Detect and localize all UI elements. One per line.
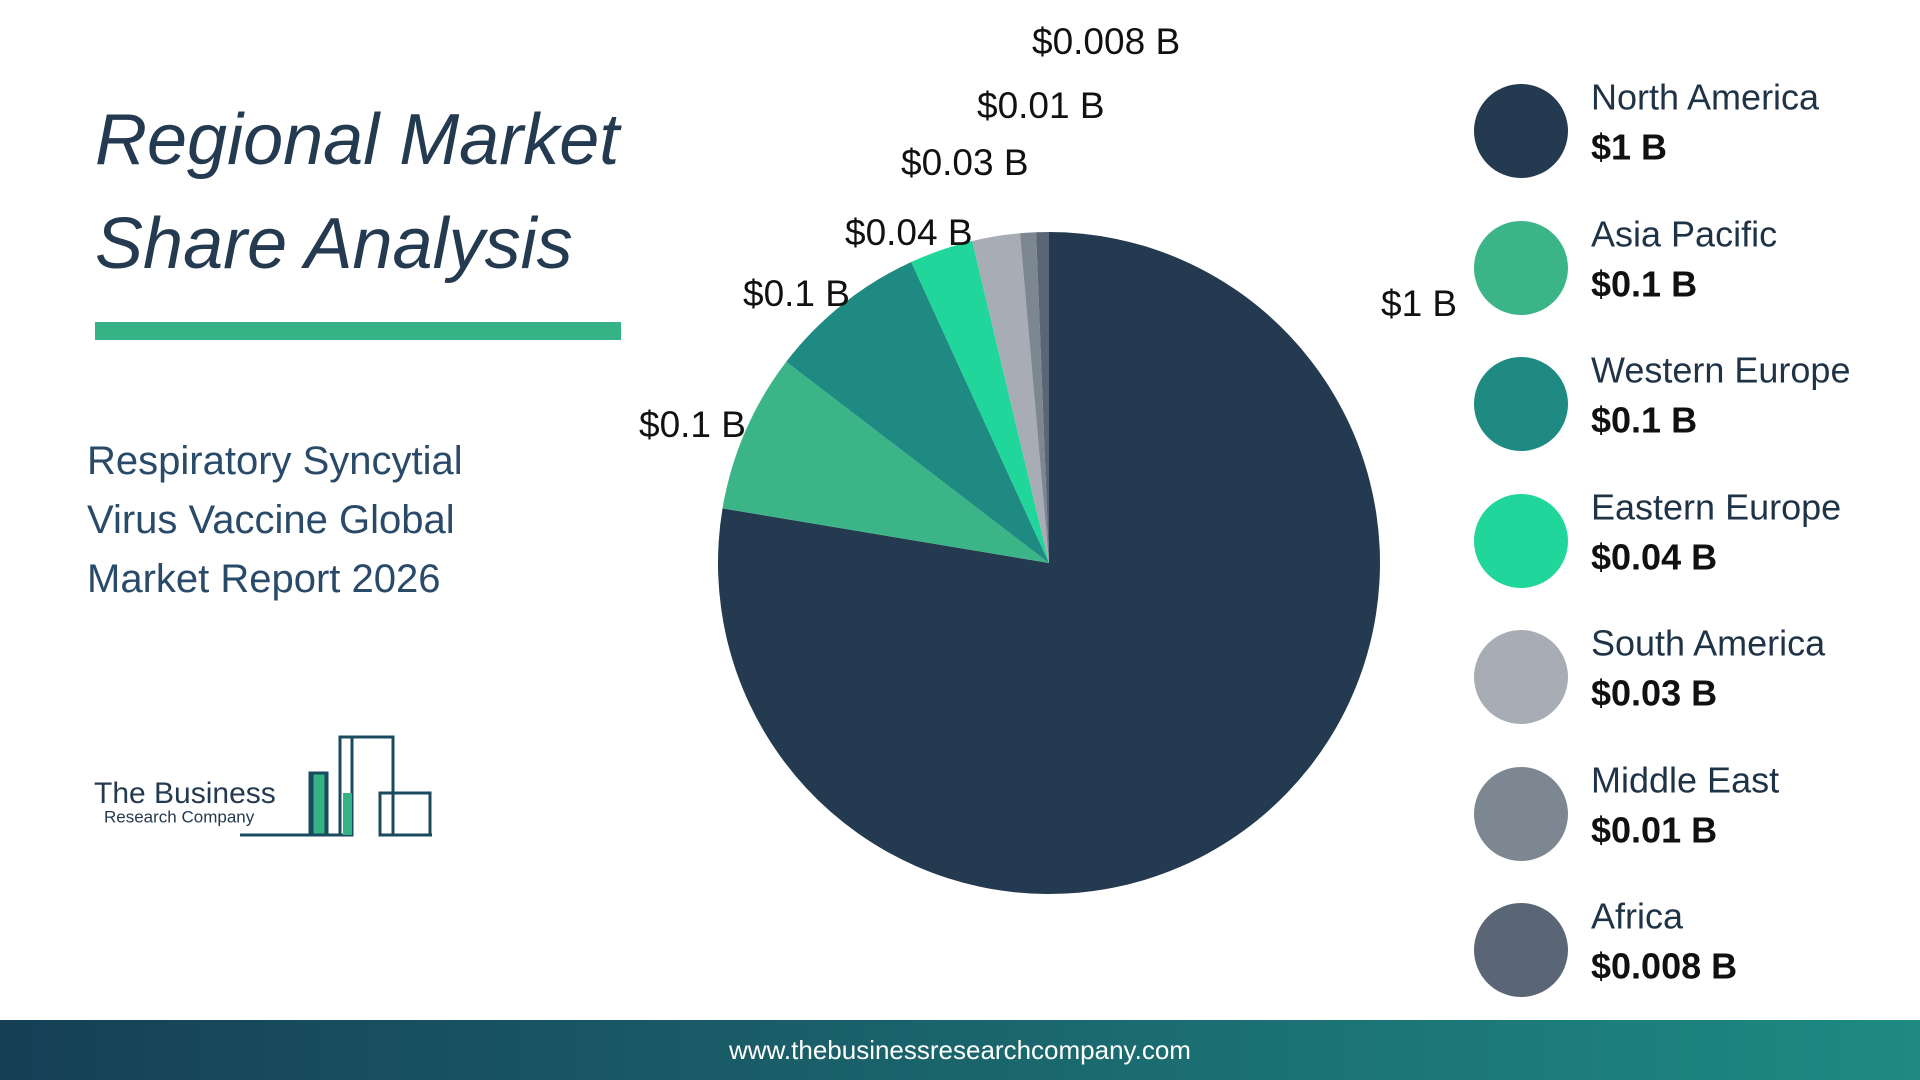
legend-value: $0.04 B (1591, 537, 1717, 578)
logo-bar (343, 793, 352, 835)
legend-value: $1 B (1591, 127, 1667, 168)
legend-icon (1474, 767, 1568, 861)
legend-name: Asia Pacific (1591, 214, 1777, 255)
legend-name: Middle East (1591, 760, 1779, 801)
title: Regional Market Share Analysis (95, 100, 620, 284)
legend-name: South America (1591, 623, 1826, 664)
subtitle: Respiratory Syncytial Virus Vaccine Glob… (87, 439, 463, 601)
pie-slice (911, 241, 1049, 563)
legend-icon (1474, 630, 1568, 724)
legend-name: Africa (1591, 896, 1684, 937)
pie-slice (1019, 232, 1049, 564)
logo-text: Research Company (104, 807, 255, 826)
legend-value: $0.1 B (1591, 400, 1697, 441)
legend-icon (1474, 357, 1568, 451)
logo: The Business Research Company (94, 735, 432, 837)
legend-icon (1474, 221, 1568, 315)
footer: www.thebusinessresearchcompany.com (0, 1020, 1920, 1080)
data-label: $0.008 B (1032, 21, 1180, 62)
legend-name: Eastern Europe (1591, 487, 1841, 528)
data-label: $1 B (1381, 283, 1457, 324)
legend-icon (1474, 903, 1568, 997)
legend-value: $0.03 B (1591, 673, 1717, 714)
logo-text: The Business (94, 777, 276, 810)
title-underline (95, 322, 621, 340)
legend-icon (1474, 494, 1568, 588)
data-label: $0.1 B (639, 404, 746, 445)
legend-name: North America (1591, 77, 1820, 118)
chart: $1 B North America $1 B $0.1 B Asia Pacific $… (639, 21, 1850, 997)
pie-slice (786, 262, 1049, 563)
logo-shape (308, 735, 432, 837)
pie-slice (722, 361, 1049, 563)
legend-name: Western Europe (1591, 350, 1850, 391)
pie-slice (1036, 232, 1049, 563)
legend-value: $0.008 B (1591, 946, 1737, 987)
legend-icon (1474, 84, 1568, 178)
data-label: $0.01 B (977, 85, 1105, 126)
data-label: $0.1 B (743, 273, 850, 314)
legend-value: $0.01 B (1591, 810, 1717, 851)
data-label: $0.03 B (901, 142, 1029, 183)
data-label: $0.04 B (845, 212, 973, 253)
pie-slice (972, 233, 1049, 563)
legend-value: $0.1 B (1591, 264, 1697, 305)
